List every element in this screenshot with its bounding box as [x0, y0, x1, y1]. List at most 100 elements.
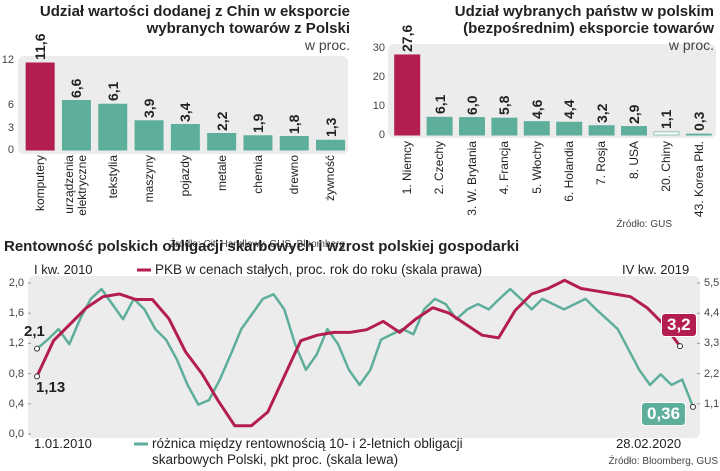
x-tick-label: komputery: [32, 155, 47, 212]
chart-subtitle: w proc.: [304, 37, 350, 53]
x-tick-label: tekstylia: [105, 155, 120, 199]
bar: [134, 120, 164, 151]
bar: [243, 135, 273, 151]
value-label: 11,6: [32, 33, 49, 60]
x-tick-label: 43. Korea Płd.: [691, 141, 706, 218]
value-label: 27,6: [399, 24, 416, 52]
x-tick-label: 8. USA: [626, 141, 641, 180]
chart-title: Udział wybranych państw w polskim (bezpo…: [454, 3, 714, 37]
x-tick-label: maszyny: [141, 155, 156, 203]
x-tick-label: 7. Rosja: [594, 141, 609, 186]
y-tick-label: 0,8: [8, 367, 24, 380]
bar: [61, 100, 91, 151]
x-tick-label: 3. W. Brytania: [464, 141, 479, 216]
value-label: 3,2: [593, 103, 610, 123]
y2-tick-label: 2,2: [704, 367, 720, 380]
end-point: [677, 343, 683, 350]
y-tick-label: 0,0: [8, 428, 24, 440]
bar: [556, 121, 583, 136]
y-tick-label: 3: [7, 121, 14, 134]
bar: [653, 131, 680, 136]
end-point: [34, 373, 40, 380]
value-label: 3,9: [141, 98, 158, 118]
value-label: 1,3: [322, 117, 339, 138]
bar: [491, 117, 518, 136]
value-label: 2,2: [213, 111, 230, 131]
y-tick-label: 10: [372, 100, 385, 112]
bar: [621, 126, 647, 136]
y-tick-label: 20: [372, 71, 385, 83]
y-tick-label: 6: [7, 99, 14, 111]
y-tick-label: 1,2: [8, 337, 24, 350]
x-tick-label: drewno: [286, 155, 301, 195]
x-tick-label: 28.02.2020: [616, 436, 682, 451]
value-label: 6,6: [68, 78, 85, 98]
legend-label: PKB w cenach stałych, proc. rok do roku …: [155, 262, 483, 277]
bar: [394, 54, 421, 136]
x-tick-label: chemia: [250, 155, 265, 194]
plot-background: [388, 44, 716, 138]
bar: [25, 62, 55, 151]
value-label: 3,4: [177, 102, 194, 122]
value-label: 4,4: [561, 99, 578, 120]
bar: [98, 103, 128, 151]
bar: [279, 136, 309, 151]
source: Źródło: GUS: [616, 219, 672, 230]
y-tick-label: 12: [1, 54, 14, 66]
x-tick-label: I kw. 2010: [34, 262, 93, 277]
y-tick-label: 30: [372, 42, 385, 54]
x-tick-label: 1.01.2010: [34, 436, 92, 451]
plot-background: [28, 276, 700, 438]
y2-tick-label: 5,5: [704, 277, 720, 289]
bar: [685, 133, 712, 136]
source: Źródło: Citi Handlowy, GUS, Bloomberg: [169, 239, 345, 250]
x-tick-label: pojazdy: [177, 155, 192, 197]
value-label: 0,3: [690, 111, 707, 132]
chart-subtitle: w proc.: [668, 37, 714, 53]
value-label: 6,0: [464, 95, 480, 115]
gdp-line: [35, 278, 682, 428]
y-tick-label: 0: [7, 144, 14, 156]
bar: [207, 133, 237, 151]
y2-tick-label: 4,4: [704, 307, 720, 320]
x-tick-label: 1. Niemcy: [399, 141, 414, 195]
spread-line: [36, 287, 695, 408]
bar: [426, 116, 453, 136]
end-point: [690, 403, 696, 410]
end-point: [34, 345, 40, 352]
x-tick-label: żywność: [323, 155, 338, 202]
bar: [523, 121, 550, 136]
chart-title: Udział wartości dodanej z Chin w eksporc…: [39, 3, 350, 37]
legend-label: różnica między rentownością 10- i 2-letn…: [152, 436, 463, 467]
x-tick-label: 5. Włochy: [529, 141, 544, 194]
value-label: 2,9: [626, 104, 642, 124]
x-tick-label: 6. Holandia: [561, 141, 576, 202]
bar: [316, 139, 346, 151]
y2-tick-label: 1,1: [704, 397, 720, 410]
value-label: 3,2: [661, 313, 697, 337]
value-label: 6,1: [104, 81, 121, 102]
bar: [588, 125, 615, 136]
x-tick-label: metale: [214, 155, 229, 192]
y-tick-label: 0: [378, 129, 385, 141]
bar: [459, 117, 485, 136]
value-label: 1,1: [658, 109, 675, 129]
x-tick-label: 20. Chiny: [658, 141, 673, 192]
value-label: 1,13: [36, 379, 66, 396]
x-tick-label: 4. Francja: [496, 141, 511, 195]
value-label: 1,8: [286, 114, 303, 134]
x-tick-label: urządzenia elektryczne: [62, 155, 90, 216]
value-label: 6,1: [431, 94, 448, 115]
value-label: 5,8: [496, 95, 513, 116]
value-label: 1,9: [249, 113, 266, 133]
value-label: 2,1: [24, 323, 45, 340]
value-label: 4,6: [528, 99, 545, 119]
y2-tick-label: 3,3: [704, 337, 720, 350]
x-tick-label: 2. Czechy: [432, 141, 447, 195]
y-tick-label: 0,4: [8, 397, 24, 410]
source: Źródło: Bloomberg, GUS: [608, 456, 719, 467]
y-tick-label: 2,0: [8, 277, 24, 289]
y-tick-label: 1,6: [8, 307, 24, 320]
